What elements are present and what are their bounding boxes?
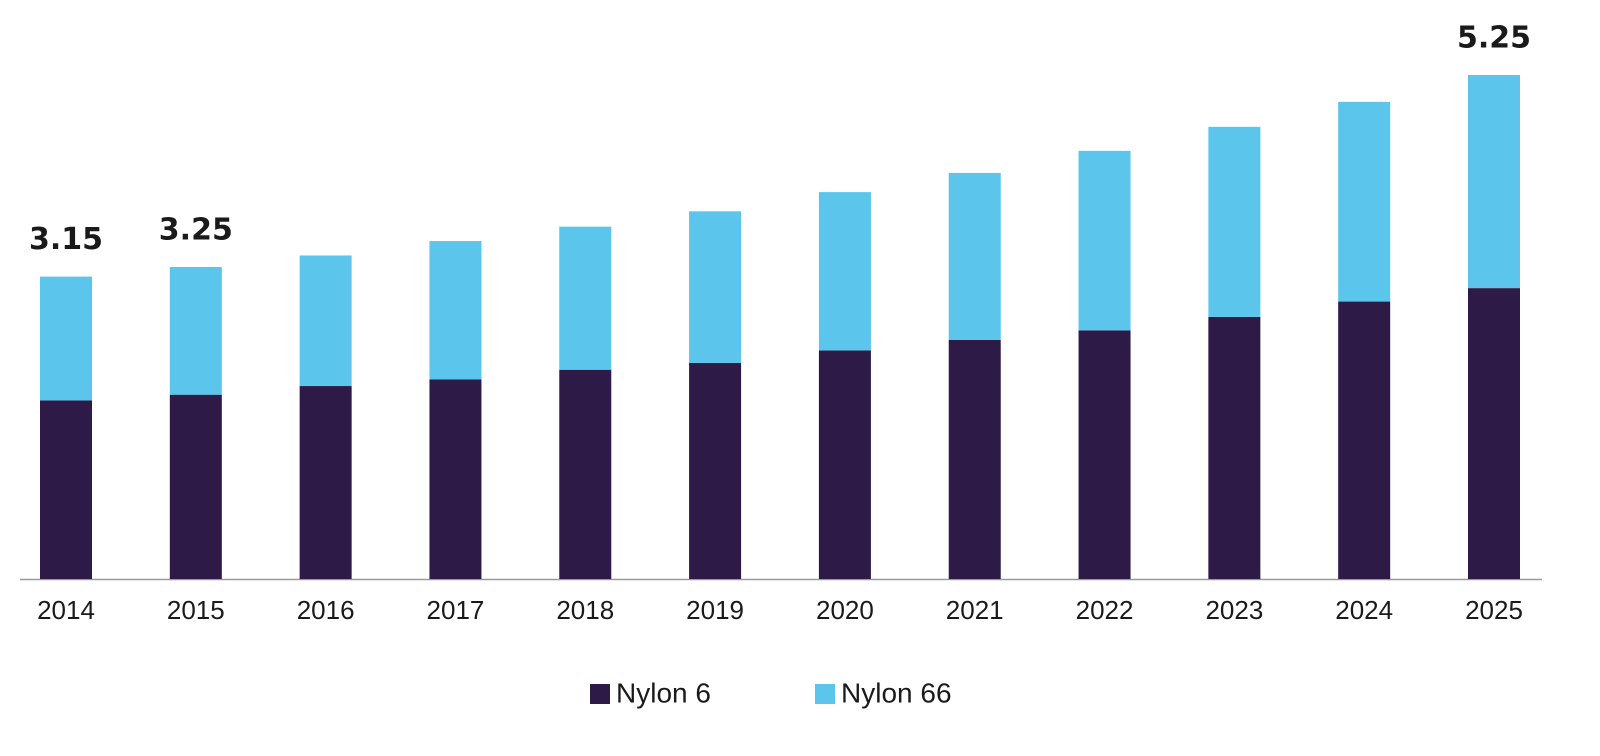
total-label: 3.15 [29, 222, 103, 257]
x-tick-label: 2016 [297, 595, 355, 625]
bar-segment [948, 172, 1001, 340]
legend: Nylon 6 Nylon 66 [590, 677, 952, 708]
total-label: 5.25 [1457, 21, 1531, 56]
bar-segment [40, 276, 92, 401]
legend-swatch [590, 684, 610, 704]
bar-segment [299, 255, 352, 387]
bar-segment [689, 363, 742, 579]
bar-segment [429, 241, 482, 380]
bar-segment [299, 386, 352, 579]
legend-label: Nylon 6 [616, 677, 711, 708]
x-tick-label: 2023 [1205, 595, 1263, 625]
x-tick-label: 2022 [1076, 595, 1134, 625]
x-tick-label: 2017 [427, 595, 485, 625]
legend-swatch [815, 684, 835, 704]
bar-segment [429, 379, 482, 579]
bar-segment [559, 369, 612, 579]
legend-label: Nylon 66 [841, 677, 952, 708]
bar-segment [1208, 126, 1261, 317]
bar-segment [1468, 75, 1520, 289]
bar-segment [1468, 288, 1520, 579]
bar-segment [559, 226, 612, 370]
bar-segment [948, 339, 1001, 579]
bar-segment [689, 211, 742, 363]
x-tick-label: 2024 [1335, 595, 1393, 625]
x-tick-label: 2015 [167, 595, 225, 625]
bar-segment [40, 400, 92, 579]
x-tick-label: 2025 [1465, 595, 1523, 625]
bar-segment [818, 192, 871, 351]
x-tick-label: 2018 [556, 595, 614, 625]
bar-segment [169, 394, 222, 579]
bar-segment [1078, 150, 1131, 331]
bar-segment [169, 267, 222, 395]
x-tick-label: 2021 [946, 595, 1004, 625]
x-tick-label: 2020 [816, 595, 874, 625]
bar-segment [1208, 316, 1261, 579]
bar-segment [1338, 301, 1391, 579]
total-label: 3.25 [159, 213, 233, 248]
bar-segment [1338, 101, 1391, 302]
bar-segment [818, 350, 871, 579]
x-tick-label: 2014 [37, 595, 95, 625]
x-tick-label: 2019 [686, 595, 744, 625]
bar-segment [1078, 330, 1131, 579]
